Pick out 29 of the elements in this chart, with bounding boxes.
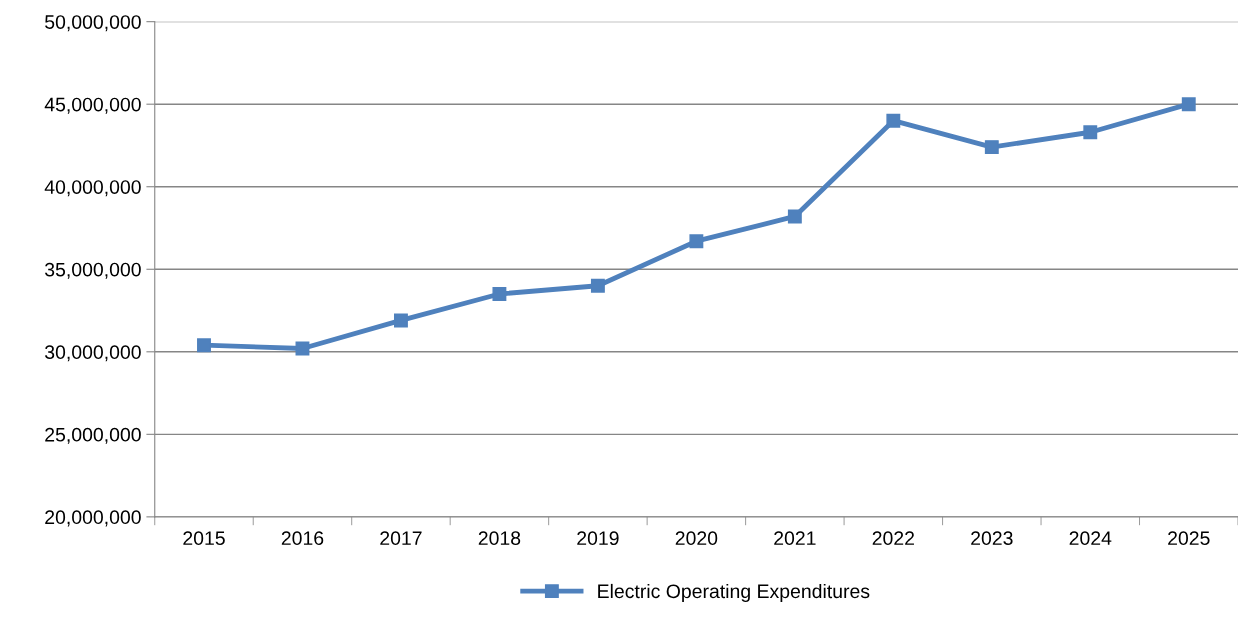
y-tick-label: 30,000,000 [44,345,141,362]
point [689,234,704,249]
x-tick-label: 2020 [675,531,718,546]
point [1181,97,1196,112]
x-tick-label: 2019 [577,531,619,546]
x-tick-label: 2024 [1069,531,1112,546]
point [393,313,408,328]
x-tick-label: 2025 [1168,531,1210,546]
x-tick-label: 2023 [971,531,1013,546]
x-tick-label: 2017 [380,531,422,546]
y-tick-label: 25,000,000 [45,427,141,444]
point [886,113,901,128]
point [1083,125,1098,140]
y-tick-label: 20,000,000 [45,510,141,527]
x-tick-label: 2016 [281,531,324,546]
y-tick-label: 35,000,000 [44,262,141,279]
y-tick-label: 45,000,000 [44,97,141,114]
x-tick-label: 2015 [183,531,225,546]
x-tick-label: 2018 [478,531,521,546]
point [197,338,211,353]
y-tick-label: 40,000,000 [44,180,141,197]
y-tick-label: 50,000,000 [45,15,141,32]
x-tick-label: 2021 [774,531,816,546]
x-tick-label: 2022 [872,531,914,546]
point [492,287,507,301]
point [984,140,999,155]
legend-label: Electric Operating Expenditures [598,583,870,603]
point [787,209,802,224]
point [590,278,605,293]
